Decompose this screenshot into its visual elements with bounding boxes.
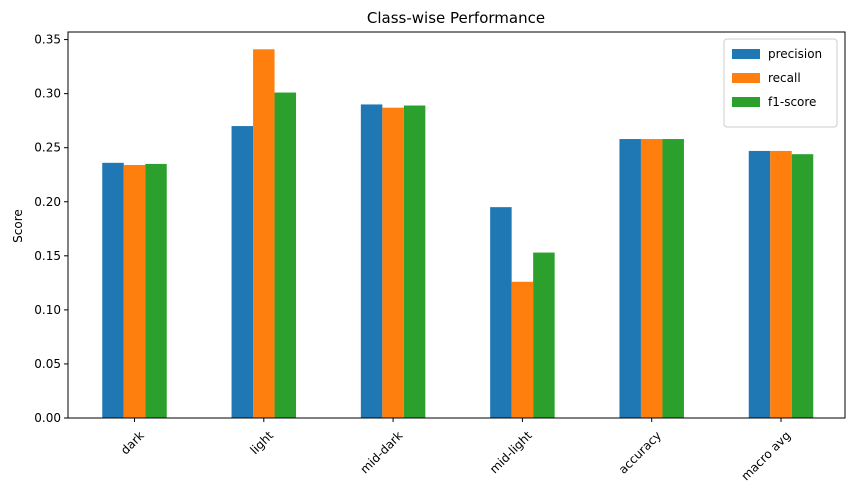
y-axis-label: Score — [11, 209, 25, 243]
bar-f1-score-accuracy — [662, 139, 684, 418]
bars-group — [102, 49, 814, 419]
y-tick-group: 0.00 0.05 0.10 0.15 0.20 0.25 0.30 0.35 — [34, 33, 68, 425]
bar-f1-score-macro-avg — [791, 154, 814, 419]
plot-frame — [67, 31, 846, 419]
bar-f1-score-mid-dark — [403, 105, 426, 419]
bar-recall-mid-light — [511, 281, 534, 418]
bar-recall-light — [253, 49, 275, 419]
chart-title: Class-wise Performance — [367, 9, 545, 27]
bar-f1-score-mid-light — [533, 252, 555, 418]
bar-recall-macro-avg — [770, 150, 792, 418]
legend-label-recall: recall — [768, 71, 801, 85]
y-tick-label: 0.10 — [34, 303, 61, 317]
bar-recall-accuracy — [640, 139, 663, 418]
bar-precision-accuracy — [619, 139, 641, 418]
bar-precision-light — [231, 126, 254, 418]
y-tick-label: 0.15 — [34, 249, 61, 263]
y-tick-label: 0.05 — [34, 357, 61, 371]
legend-swatch-f1-score — [732, 97, 760, 107]
legend-label-f1-score: f1-score — [768, 95, 816, 109]
bar-f1-score-dark — [145, 163, 167, 418]
legend-swatch-precision — [732, 49, 760, 59]
y-tick-label: 0.25 — [34, 141, 61, 155]
legend-label-precision: precision — [768, 47, 822, 61]
y-tick-label: 0.30 — [34, 87, 61, 101]
bar-precision-mid-dark — [360, 104, 383, 419]
legend-swatch-recall — [732, 73, 760, 83]
bar-recall-mid-dark — [382, 107, 404, 418]
bar-precision-macro-avg — [748, 150, 771, 418]
bar-f1-score-light — [274, 92, 297, 419]
y-tick-label: 0.20 — [34, 195, 61, 209]
legend: precision recall f1-score — [723, 38, 838, 128]
y-tick-label: 0.00 — [34, 411, 61, 425]
y-tick-label: 0.35 — [34, 33, 61, 47]
bar-precision-dark — [102, 162, 124, 418]
bar-recall-dark — [123, 164, 146, 418]
bar-precision-mid-light — [490, 207, 512, 418]
